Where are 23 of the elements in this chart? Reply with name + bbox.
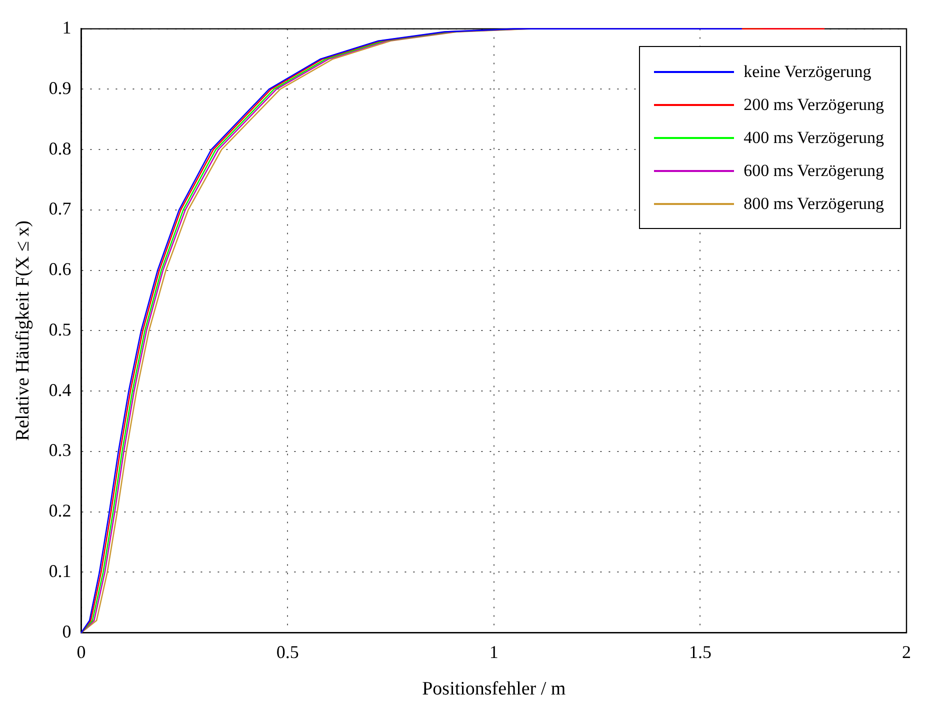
x-tick-label: 1 xyxy=(489,642,498,662)
y-tick-label: 0.8 xyxy=(48,138,72,158)
y-tick-label: 0.5 xyxy=(48,319,72,340)
y-tick-label: 0.3 xyxy=(48,440,72,460)
y-tick-label: 0.6 xyxy=(48,259,72,280)
y-tick-label: 0.2 xyxy=(48,500,72,521)
legend-label: 800 ms Verzögerung xyxy=(744,194,884,214)
x-tick-label: 2 xyxy=(902,642,911,662)
x-axis-title: Positionsfehler / m xyxy=(422,678,566,700)
y-tick-label: 1 xyxy=(62,18,72,38)
y-tick-label: 0.9 xyxy=(48,78,72,98)
legend-label: keine Verzögerung xyxy=(744,62,872,82)
x-tick-label: 0.5 xyxy=(276,642,299,662)
legend-label: 600 ms Verzögerung xyxy=(744,160,884,180)
x-tick-label: 1.5 xyxy=(688,642,712,662)
y-tick-label: 0.7 xyxy=(48,198,72,219)
legend-label: 200 ms Verzögerung xyxy=(744,94,884,114)
y-axis-title: Relative Häufigkeit F(X ≤ x) xyxy=(12,220,34,441)
legend-label: 400 ms Verzögerung xyxy=(744,128,884,148)
x-tick-label: 0 xyxy=(76,642,86,662)
y-tick-label: 0 xyxy=(62,621,72,642)
y-tick-label: 0.1 xyxy=(48,560,72,581)
y-tick-label: 0.4 xyxy=(48,380,72,400)
